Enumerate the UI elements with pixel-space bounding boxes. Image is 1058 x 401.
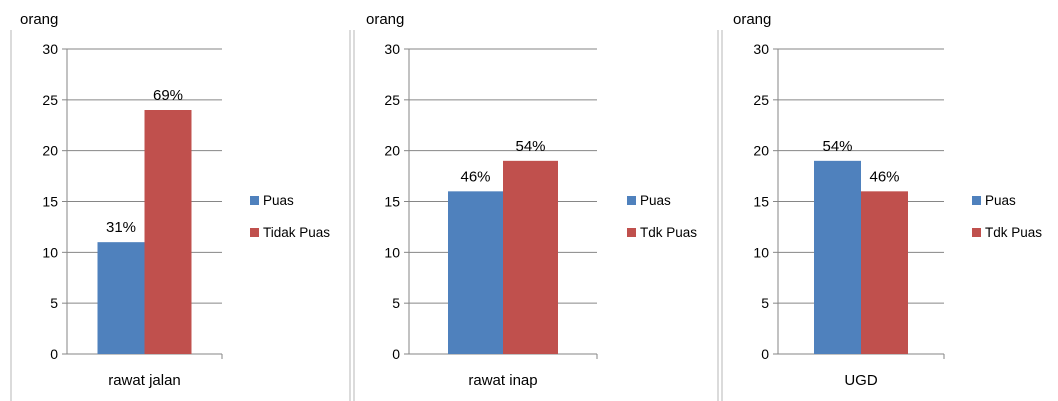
y-tick-label: 20 [42,143,58,159]
legend: Puas Tidak Puas [250,193,330,240]
chart-panel-3: orang 0 5 10 15 20 25 30 54% 46% UGD Puas Tdk Puas [717,11,1042,401]
legend-swatch-series2 [972,228,981,237]
y-tick-label: 30 [753,41,769,57]
bar-series2 [144,110,192,354]
data-label: 54% [822,138,852,155]
y-tick-label: 0 [761,346,769,362]
bar-series1 [814,160,861,354]
y-tick-label: 20 [753,143,769,159]
legend: Puas Tdk Puas [972,193,1042,240]
category-label: rawat jalan [108,372,181,389]
y-tick-label: 25 [384,92,400,108]
legend-swatch-series2 [250,228,259,237]
y-tick-label: 20 [384,143,400,159]
y-axis-label: orang [733,11,771,28]
y-axis-label: orang [366,11,404,28]
y-tick-label: 5 [50,295,58,311]
legend-label: Puas [640,193,671,208]
legend-label: Tidak Puas [263,225,330,240]
data-label: 54% [515,138,545,155]
data-label: 69% [153,87,183,104]
legend-label: Puas [263,193,294,208]
legend-label: Tdk Puas [640,225,697,240]
data-label: 46% [869,168,899,185]
chart-panel-2: orang 0 5 10 15 20 25 30 46% 54% rawat inap Puas Tdk… [349,11,697,401]
y-tick-label: 25 [753,92,769,108]
bar-series2 [503,160,558,354]
y-tick-label: 5 [761,295,769,311]
bar-series1 [97,242,145,354]
y-tick-label: 10 [753,244,769,260]
category-label: rawat inap [468,372,537,389]
bar-series2 [861,191,908,354]
y-tick-label: 15 [42,194,58,210]
data-label: 31% [106,219,136,236]
legend-swatch-series1 [972,196,981,205]
legend-swatch-series2 [627,228,636,237]
y-tick-label: 0 [50,346,58,362]
y-tick-label: 30 [384,41,400,57]
legend-swatch-series1 [627,196,636,205]
y-tick-label: 10 [384,244,400,260]
legend-label: Tdk Puas [985,225,1042,240]
y-axis-label: orang [20,11,58,28]
y-tick-label: 30 [42,41,58,57]
bar-series1 [448,191,503,354]
y-tick-label: 0 [392,346,400,362]
legend-swatch-series1 [250,196,259,205]
y-tick-label: 15 [384,194,400,210]
category-label: UGD [844,372,878,389]
legend-label: Puas [985,193,1016,208]
legend: Puas Tdk Puas [627,193,697,240]
y-tick-label: 25 [42,92,58,108]
data-label: 46% [460,168,490,185]
y-tick-label: 15 [753,194,769,210]
y-tick-label: 5 [392,295,400,311]
y-tick-label: 10 [42,244,58,260]
chart-panel-1: orang 0 5 10 15 20 25 30 31% 69% rawat jalan Puas Ti… [10,11,330,401]
